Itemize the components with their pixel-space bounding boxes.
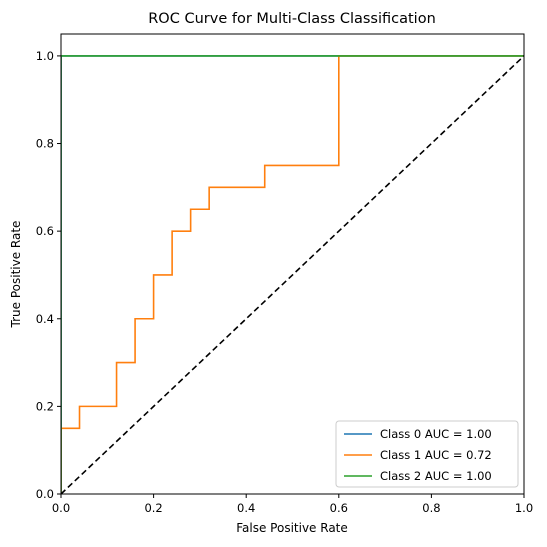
y-tick-label: 0.6	[36, 224, 54, 238]
y-tick-label: 1.0	[36, 49, 54, 63]
chance-line	[61, 55, 524, 494]
plot-area	[61, 55, 524, 494]
y-axis: 0.0 0.2 0.4 0.6 0.8 1.0	[36, 49, 61, 501]
legend-box	[335, 420, 519, 488]
x-tick-label: 0.6	[330, 501, 348, 515]
x-axis-label: False Positive Rate	[236, 521, 348, 535]
y-tick-label: 0.2	[36, 399, 54, 413]
x-tick-label: 0.4	[237, 501, 255, 515]
series-line-class-1	[61, 55, 524, 494]
y-axis-label: True Positive Rate	[9, 221, 23, 329]
chart-title: ROC Curve for Multi-Class Classification	[148, 11, 436, 27]
plot-frame	[60, 33, 525, 495]
legend-entry: Class 2 AUC = 1.00	[380, 469, 492, 483]
x-tick-label: 1.0	[515, 501, 533, 515]
legend-entry: Class 0 AUC = 1.00	[380, 427, 492, 441]
series-line-class-2	[61, 55, 524, 494]
y-tick-label: 0.8	[36, 137, 54, 151]
x-tick-label: 0.0	[52, 501, 70, 515]
x-tick-label: 0.8	[422, 501, 440, 515]
legend-entry: Class 1 AUC = 0.72	[380, 448, 492, 462]
x-axis: 0.0 0.2 0.4 0.6 0.8 1.0	[52, 494, 533, 515]
x-tick-label: 0.2	[144, 501, 162, 515]
y-tick-label: 0.0	[36, 487, 54, 501]
legend: Class 0 AUC = 1.00 Class 1 AUC = 0.72 Clas…	[335, 420, 519, 488]
y-tick-label: 0.4	[36, 312, 54, 326]
